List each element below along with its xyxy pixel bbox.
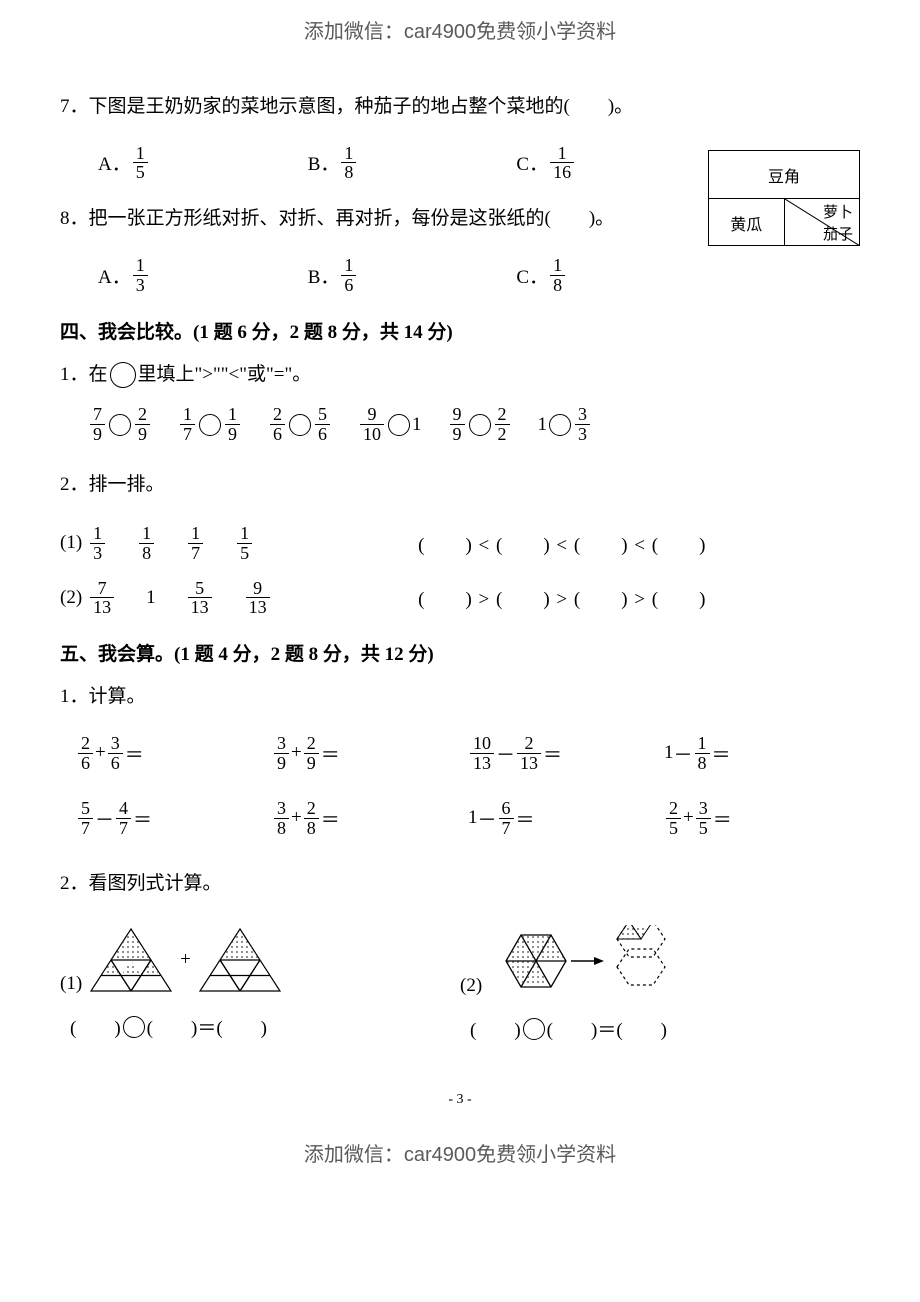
operator-circle-icon: [523, 1018, 545, 1040]
blank: ( ): [147, 1013, 198, 1040]
compare-circle-icon: [199, 414, 221, 436]
compare-circle-icon: [109, 414, 131, 436]
option-8b: B． 16: [308, 256, 359, 295]
veg-bottom-left-label: 黄瓜: [709, 199, 785, 246]
figure-1-column: (1): [60, 925, 460, 1042]
compare-item: 133: [538, 405, 593, 444]
calc-item: 39+29＝: [272, 734, 468, 773]
question-8-options: A． 13 B． 16 C． 18: [60, 256, 860, 295]
calc-item: 25+35＝: [664, 799, 860, 838]
compare-item: 7929: [88, 405, 152, 444]
option-8c: C． 18: [516, 256, 567, 295]
page-number: - 3 -: [60, 1092, 860, 1108]
s4-p1-text: 1．在 里填上">""<"或"="。: [60, 352, 860, 398]
veg-top-label: 豆角: [709, 151, 859, 199]
fig2-label: (2): [460, 975, 482, 997]
option-8a: A． 13: [98, 256, 150, 295]
whole-number: 1: [146, 587, 156, 609]
blank: ( ): [70, 1013, 121, 1040]
option-label: A．: [98, 149, 131, 176]
header-wechat: 添加微信：car4900免费领小学资料: [60, 15, 860, 44]
option-7b: B． 18: [308, 144, 359, 183]
sort-label: (1): [60, 532, 82, 554]
calc-item: 1－18＝: [664, 734, 860, 773]
blank: ( ): [216, 1013, 267, 1040]
option-label: C．: [516, 262, 548, 289]
hexagon-figure: [486, 925, 676, 997]
option-7c: C． 116: [516, 144, 576, 183]
compare-circle-icon: [388, 414, 410, 436]
blank-circle-icon: [110, 362, 136, 388]
s5-p2-text: 2．看图列式计算。: [60, 861, 860, 907]
plus-sign: +: [180, 949, 191, 971]
option-label: C．: [516, 149, 548, 176]
sort-label: (2): [60, 587, 82, 609]
section-5-title: 五、我会算。(1 题 4 分，2 题 8 分，共 12 分): [60, 639, 860, 666]
option-7a: A． 15: [98, 144, 150, 183]
text-part: 1．在: [60, 352, 108, 398]
fig2-equation: ( ) ( ) ＝ ( ): [460, 1015, 860, 1042]
footer-wechat: 添加微信：car4900免费领小学资料: [60, 1138, 860, 1167]
text-part: 里填上">""<"或"="。: [138, 352, 312, 398]
fig1-equation: ( ) ( ) ＝ ( ): [60, 1013, 460, 1040]
sort2-answer-blanks: ( ) > ( ) > ( ) > ( ): [418, 584, 706, 611]
operator-circle-icon: [123, 1016, 145, 1038]
s5-p1-text: 1．计算。: [60, 674, 860, 720]
triangle-figure-b: [195, 925, 285, 995]
option-label: B．: [308, 262, 340, 289]
option-label: B．: [308, 149, 340, 176]
calc-item: 38+28＝: [272, 799, 468, 838]
figure-2-column: (2): [460, 925, 860, 1042]
sort1-fractions: 13181715: [88, 524, 378, 563]
blank: ( ): [547, 1015, 598, 1042]
compare-item: 9101: [358, 405, 422, 444]
compare-circle-icon: [549, 414, 571, 436]
section-4-title: 四、我会比较。(1 题 6 分，2 题 8 分，共 14 分): [60, 317, 860, 344]
blank: ( ): [616, 1015, 667, 1042]
fig1-label: (1): [60, 973, 82, 995]
calc-item: 1013－213＝: [468, 734, 664, 773]
compare-circle-icon: [469, 414, 491, 436]
compare-row: 7929 1719 2656 9101 9922 133: [60, 405, 860, 444]
calc-item: 1－67＝: [468, 799, 664, 838]
option-label: A．: [98, 262, 131, 289]
vegetable-diagram: 豆角 黄瓜 萝卜 茄子: [708, 150, 860, 246]
equals-sign: ＝: [597, 1015, 616, 1042]
compare-item: 2656: [268, 405, 332, 444]
calc-item: 57－47＝: [76, 799, 272, 838]
sort1-answer-blanks: ( ) < ( ) < ( ) < ( ): [418, 530, 706, 557]
calculation-grid: 26+36＝39+29＝1013－213＝1－18＝ 57－47＝38+28＝1－…: [60, 734, 860, 838]
veg-top-right-label: 萝卜: [823, 201, 853, 222]
sort2-fractions: 713 1 513 913: [88, 579, 378, 618]
compare-circle-icon: [289, 414, 311, 436]
compare-item: 9922: [448, 405, 512, 444]
sort-row-2: (2) 713 1 513 913 ( ) > ( ) > ( ) > ( ): [60, 579, 860, 618]
calc-item: 26+36＝: [76, 734, 272, 773]
s4-p2-text: 2．排一排。: [60, 462, 860, 508]
blank: ( ): [470, 1015, 521, 1042]
sort-row-1: (1) 13181715 ( ) < ( ) < ( ) < ( ): [60, 524, 860, 563]
figure-row: (1): [60, 925, 860, 1042]
question-7-text: 7．下图是王奶奶家的菜地示意图，种茄子的地占整个菜地的( )。: [60, 84, 860, 130]
triangle-figure-a: [86, 925, 176, 995]
compare-item: 1719: [178, 405, 242, 444]
veg-bottom-right-label: 茄子: [823, 223, 853, 244]
equals-sign: ＝: [197, 1013, 216, 1040]
